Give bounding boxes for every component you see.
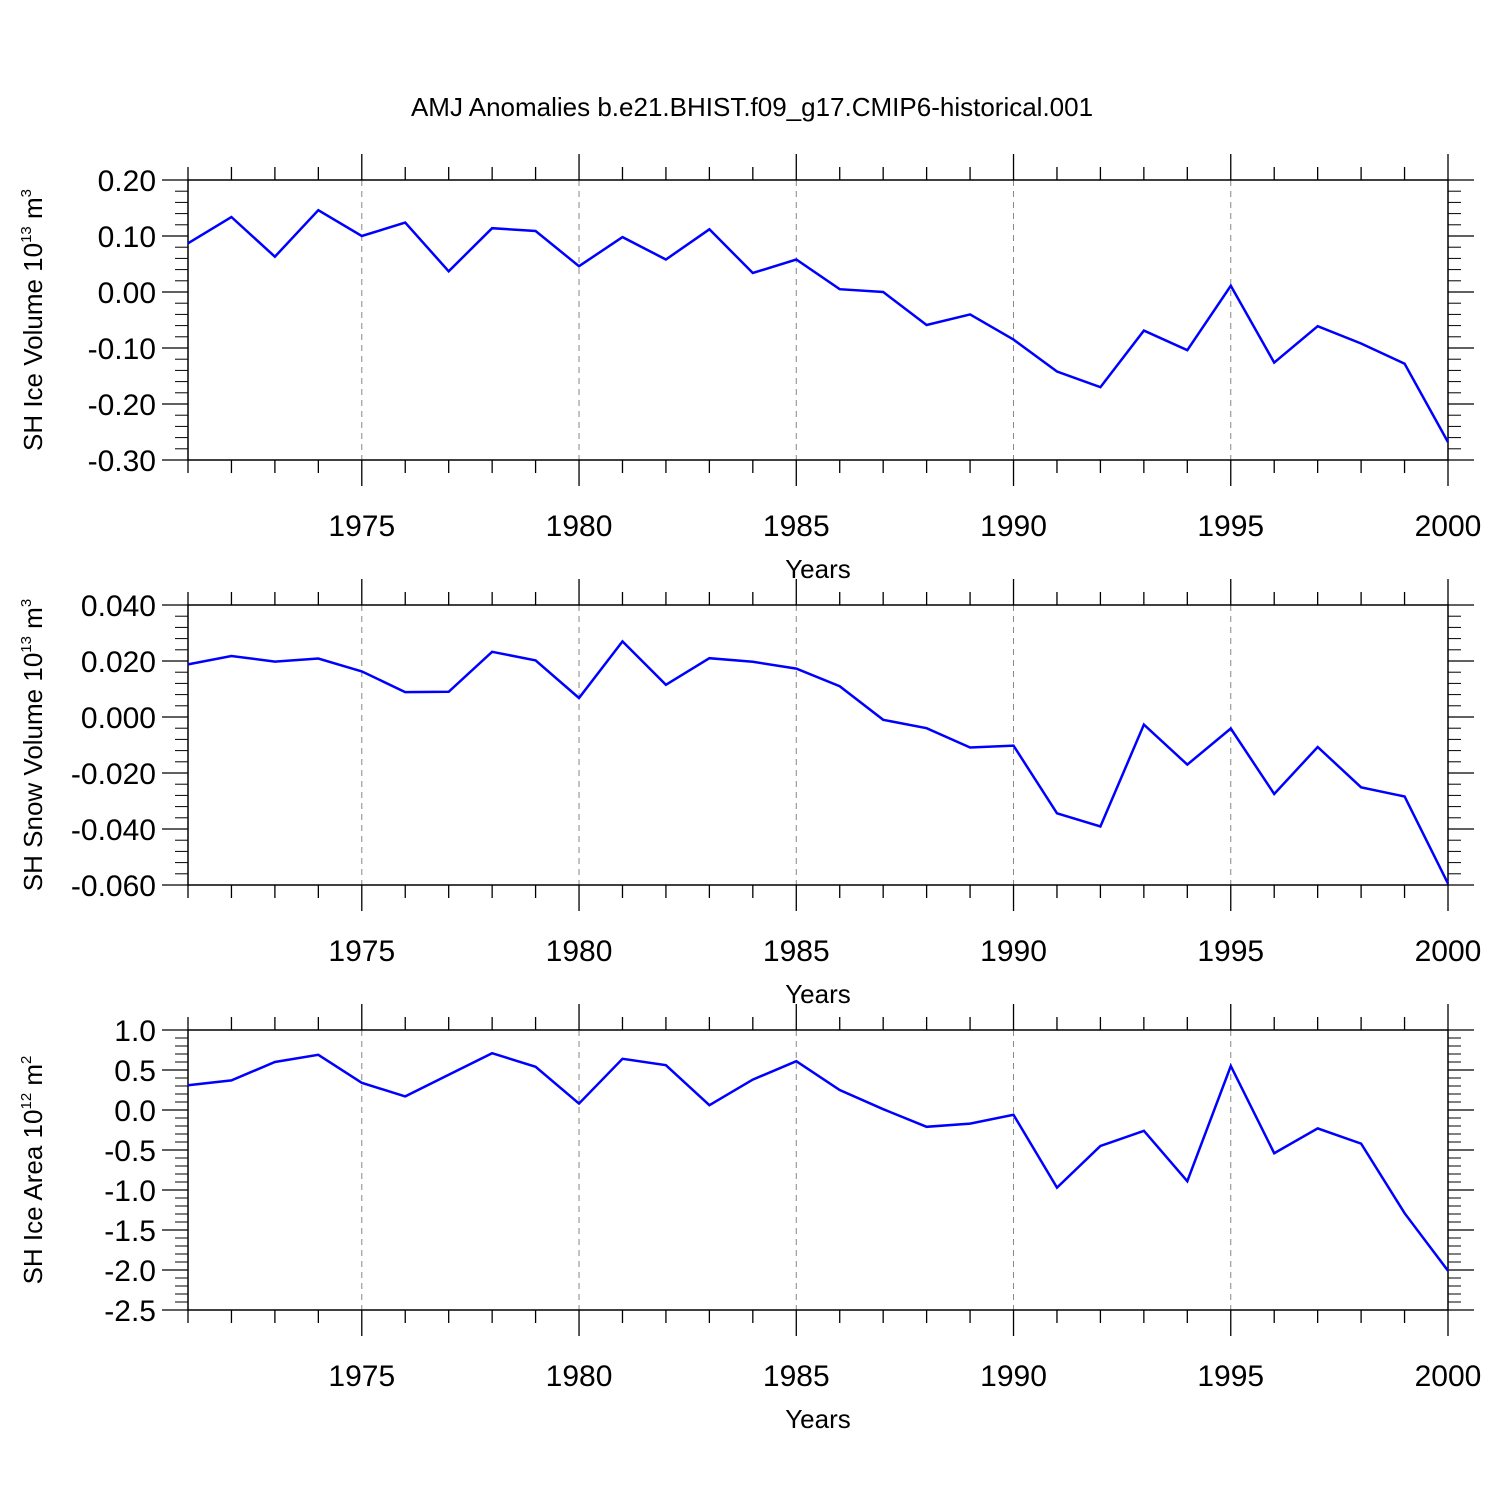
plot-frame: [187, 179, 1449, 461]
y-tick-label: -0.20: [88, 389, 156, 422]
panel-3: 1.0 0.5 0.0 -0.5 -1.0 -1.5 -2.0 -2.5 1975 1980 198…: [18, 1004, 1481, 1434]
y-tick-label: 0.020: [81, 646, 156, 679]
x-tick-label: 2000: [1415, 1360, 1482, 1393]
y-axis-label-unit: m: [18, 197, 48, 226]
y-tick-label: 0.040: [81, 590, 156, 623]
y-axis-label-text: SH Snow Volume 10: [18, 653, 48, 891]
y-axis-label-unit-exponent: 3: [18, 599, 35, 607]
y-tick-label: 0.00: [98, 277, 156, 310]
plot-frame: [187, 1029, 1449, 1311]
series-line: [187, 1051, 1449, 1272]
y-tick-label: -0.020: [71, 758, 156, 791]
y-axis-label-exponent: 12: [18, 1093, 35, 1110]
y-axis-label-unit: m: [18, 1064, 48, 1093]
y-tick-label: 0.5: [114, 1055, 156, 1088]
y-tick-label: -2.5: [104, 1295, 156, 1328]
y-axis-label-text: SH Ice Area 10: [18, 1110, 48, 1285]
y-tick-label: 0.0: [114, 1095, 156, 1128]
x-tick-label: 1990: [980, 510, 1047, 543]
y-tick-label: -0.30: [88, 445, 156, 478]
y-tick-label: 0.20: [98, 165, 156, 198]
panel-2: 0.040 0.020 0.000 -0.020 -0.040 -0.060 1975 198…: [18, 579, 1481, 1009]
x-tick-label: 1990: [980, 1360, 1047, 1393]
x-tick-label: 1995: [1197, 1360, 1264, 1393]
y-tick-label: -0.060: [71, 870, 156, 903]
series-line: [187, 208, 1450, 443]
y-axis-label-text: SH Ice Volume 10: [18, 243, 48, 451]
panel-1: 0.20 0.10 0.00 -0.10 -0.20 -0.30 1975 1980 1985 1…: [18, 154, 1481, 584]
x-tick-label: 1980: [546, 510, 613, 543]
y-axis-label-unit: m: [18, 607, 48, 636]
x-tick-label: 2000: [1415, 935, 1482, 968]
y-axis-label-unit-exponent: 3: [18, 189, 35, 197]
series-line: [187, 639, 1450, 885]
y-tick-label: -1.5: [104, 1215, 156, 1248]
x-tick-label: 1980: [546, 935, 613, 968]
y-tick-label: 0.000: [81, 702, 156, 735]
x-tick-label: 1990: [980, 935, 1047, 968]
y-axis-label-unit-exponent: 2: [18, 1056, 35, 1064]
x-tick-label: 2000: [1415, 510, 1482, 543]
x-tick-label: 1985: [763, 1360, 830, 1393]
x-axis-label: Years: [785, 554, 851, 584]
y-axis-label: SH Ice Area 1012 m2: [18, 1056, 48, 1285]
y-tick-label: -0.5: [104, 1135, 156, 1168]
y-axis-label: SH Ice Volume 1013 m3: [18, 189, 48, 451]
x-tick-label: 1985: [763, 935, 830, 968]
y-tick-label: 0.10: [98, 221, 156, 254]
x-axis-label: Years: [785, 1404, 851, 1434]
y-tick-label: 1.0: [114, 1015, 156, 1048]
y-axis-label-exponent: 13: [18, 226, 35, 243]
x-tick-label: 1995: [1197, 935, 1264, 968]
x-tick-label: 1995: [1197, 510, 1264, 543]
y-axis-label-exponent: 13: [18, 636, 35, 653]
x-tick-label: 1980: [546, 1360, 613, 1393]
y-axis-label: SH Snow Volume 1013 m3: [18, 599, 48, 891]
x-axis-label: Years: [785, 979, 851, 1009]
y-tick-label: -2.0: [104, 1255, 156, 1288]
x-tick-label: 1975: [328, 1360, 395, 1393]
x-tick-label: 1975: [328, 935, 395, 968]
y-tick-label: -0.040: [71, 814, 156, 847]
x-tick-label: 1985: [763, 510, 830, 543]
chart-title: AMJ Anomalies b.e21.BHIST.f09_g17.CMIP6-…: [411, 92, 1093, 122]
y-tick-label: -1.0: [104, 1175, 156, 1208]
x-tick-label: 1975: [328, 510, 395, 543]
y-tick-label: -0.10: [88, 333, 156, 366]
plot-frame: [187, 604, 1449, 886]
